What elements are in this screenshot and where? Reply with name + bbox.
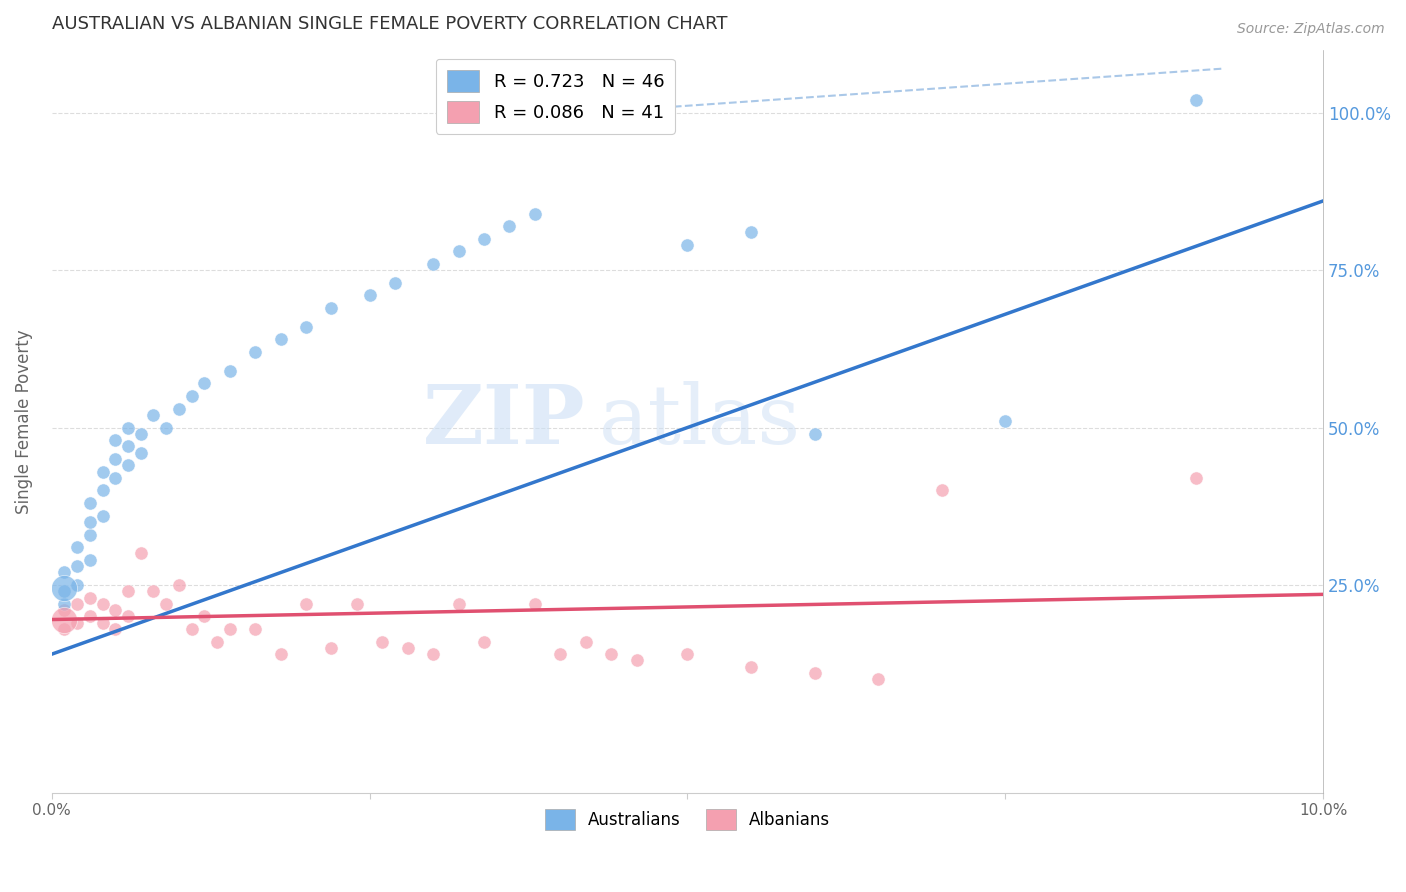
Point — [600, 105, 623, 120]
Point — [53, 622, 76, 636]
Point — [142, 408, 165, 422]
Point — [167, 578, 190, 592]
Point — [868, 673, 890, 687]
Point — [53, 566, 76, 580]
Point — [498, 219, 520, 233]
Point — [129, 446, 152, 460]
Point — [1185, 93, 1208, 107]
Point — [180, 389, 202, 403]
Point — [218, 622, 240, 636]
Point — [66, 540, 89, 554]
Point — [104, 622, 127, 636]
Point — [104, 452, 127, 467]
Point — [167, 401, 190, 416]
Point — [53, 613, 76, 627]
Point — [422, 647, 444, 661]
Point — [321, 301, 343, 315]
Point — [295, 597, 318, 611]
Point — [371, 634, 394, 648]
Point — [91, 615, 114, 630]
Point — [218, 364, 240, 378]
Point — [1185, 471, 1208, 485]
Point — [53, 584, 76, 599]
Point — [79, 553, 101, 567]
Point — [740, 659, 762, 673]
Y-axis label: Single Female Poverty: Single Female Poverty — [15, 329, 32, 514]
Point — [180, 622, 202, 636]
Point — [803, 426, 825, 441]
Point — [600, 647, 623, 661]
Point — [104, 603, 127, 617]
Point — [129, 546, 152, 560]
Point — [447, 244, 470, 259]
Point — [295, 319, 318, 334]
Point — [117, 420, 139, 434]
Point — [66, 597, 89, 611]
Point — [931, 483, 953, 498]
Point — [117, 439, 139, 453]
Point — [66, 559, 89, 574]
Point — [740, 226, 762, 240]
Point — [79, 609, 101, 624]
Point — [575, 105, 598, 120]
Point — [91, 483, 114, 498]
Point — [53, 581, 76, 595]
Point — [575, 634, 598, 648]
Point — [321, 640, 343, 655]
Text: Source: ZipAtlas.com: Source: ZipAtlas.com — [1237, 22, 1385, 37]
Point — [523, 597, 546, 611]
Point — [384, 276, 406, 290]
Text: atlas: atlas — [599, 381, 800, 461]
Point — [104, 471, 127, 485]
Point — [803, 666, 825, 681]
Point — [91, 465, 114, 479]
Point — [422, 257, 444, 271]
Point — [243, 345, 266, 359]
Point — [243, 622, 266, 636]
Text: AUSTRALIAN VS ALBANIAN SINGLE FEMALE POVERTY CORRELATION CHART: AUSTRALIAN VS ALBANIAN SINGLE FEMALE POV… — [52, 15, 727, 33]
Point — [142, 584, 165, 599]
Point — [396, 640, 419, 655]
Point — [117, 458, 139, 473]
Point — [117, 609, 139, 624]
Point — [626, 653, 648, 667]
Point — [79, 527, 101, 541]
Point — [155, 597, 177, 611]
Point — [66, 578, 89, 592]
Text: ZIP: ZIP — [423, 381, 586, 461]
Point — [994, 414, 1017, 428]
Point — [550, 647, 572, 661]
Point — [638, 105, 661, 120]
Legend: Australians, Albanians: Australians, Albanians — [538, 803, 837, 837]
Point — [91, 508, 114, 523]
Point — [155, 420, 177, 434]
Point — [66, 615, 89, 630]
Point — [104, 433, 127, 447]
Point — [193, 376, 215, 391]
Point — [129, 426, 152, 441]
Point — [53, 597, 76, 611]
Point — [205, 634, 228, 648]
Point — [676, 647, 699, 661]
Point — [523, 206, 546, 220]
Point — [79, 591, 101, 605]
Point — [472, 232, 495, 246]
Point — [79, 496, 101, 510]
Point — [359, 288, 381, 302]
Point — [676, 238, 699, 252]
Point — [117, 584, 139, 599]
Point — [472, 634, 495, 648]
Point — [346, 597, 368, 611]
Point — [91, 597, 114, 611]
Point — [447, 597, 470, 611]
Point — [270, 333, 292, 347]
Point — [270, 647, 292, 661]
Point — [79, 515, 101, 529]
Point — [193, 609, 215, 624]
Point — [53, 603, 76, 617]
